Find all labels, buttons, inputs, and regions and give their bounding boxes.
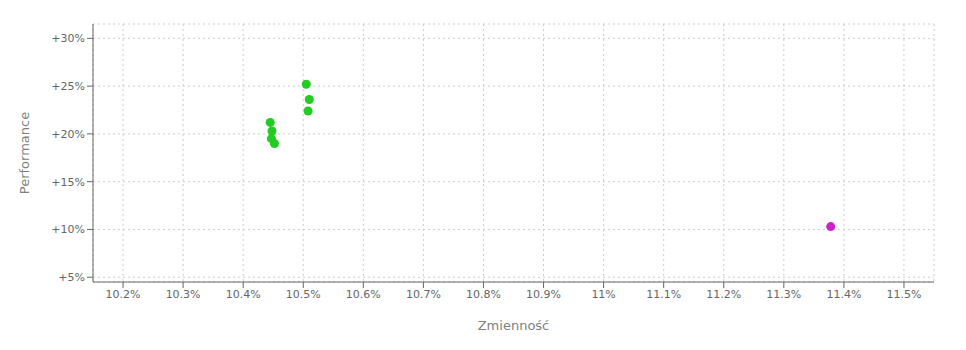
- svg-text:11.1%: 11.1%: [646, 288, 681, 301]
- svg-text:+30%: +30%: [51, 32, 85, 45]
- svg-text:10.6%: 10.6%: [346, 288, 381, 301]
- svg-text:11%: 11%: [591, 288, 615, 301]
- svg-text:+25%: +25%: [51, 80, 85, 93]
- svg-text:11.3%: 11.3%: [766, 288, 801, 301]
- svg-text:10.7%: 10.7%: [406, 288, 441, 301]
- svg-text:11.5%: 11.5%: [886, 288, 921, 301]
- svg-text:+20%: +20%: [51, 128, 85, 141]
- svg-text:+10%: +10%: [51, 223, 85, 236]
- svg-text:10.4%: 10.4%: [226, 288, 261, 301]
- svg-text:Zmienność: Zmienność: [478, 318, 550, 333]
- svg-text:10.8%: 10.8%: [466, 288, 501, 301]
- svg-text:Performance: Performance: [17, 112, 32, 194]
- svg-text:+15%: +15%: [51, 176, 85, 189]
- svg-text:10.2%: 10.2%: [106, 288, 141, 301]
- svg-text:+5%: +5%: [58, 271, 85, 284]
- svg-text:11.2%: 11.2%: [706, 288, 741, 301]
- svg-text:11.4%: 11.4%: [826, 288, 861, 301]
- svg-text:10.5%: 10.5%: [286, 288, 321, 301]
- svg-text:10.9%: 10.9%: [526, 288, 561, 301]
- svg-text:10.3%: 10.3%: [166, 288, 201, 301]
